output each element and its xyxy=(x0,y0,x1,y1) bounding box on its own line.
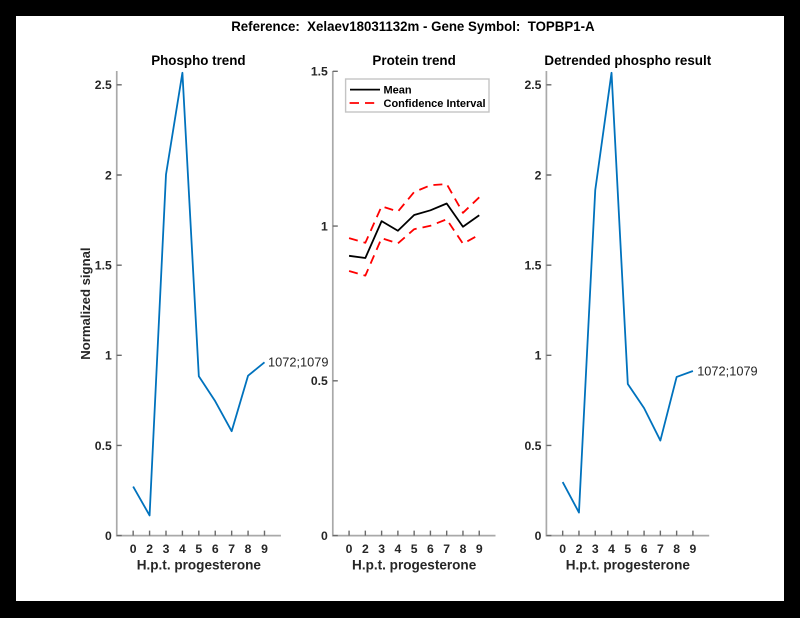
svg-text:1: 1 xyxy=(105,349,112,363)
svg-text:2: 2 xyxy=(105,168,112,182)
svg-text:0: 0 xyxy=(346,542,353,556)
svg-text:3: 3 xyxy=(378,542,385,556)
svg-text:Reference: Xelaev18031132m -: Reference: Xelaev18031132m - Gene Symbol… xyxy=(231,18,594,34)
svg-text:1.5: 1.5 xyxy=(524,258,541,272)
svg-text:1072;1079: 1072;1079 xyxy=(697,363,758,378)
svg-text:1072;1079: 1072;1079 xyxy=(268,355,329,370)
svg-text:Confidence Interval: Confidence Interval xyxy=(384,98,486,110)
svg-text:9: 9 xyxy=(261,542,268,556)
svg-text:0: 0 xyxy=(559,542,566,556)
svg-text:0.5: 0.5 xyxy=(95,439,112,453)
svg-text:2: 2 xyxy=(576,542,583,556)
svg-text:8: 8 xyxy=(673,542,680,556)
svg-text:7: 7 xyxy=(657,542,664,556)
svg-text:6: 6 xyxy=(641,542,648,556)
svg-text:6: 6 xyxy=(427,542,434,556)
svg-text:4: 4 xyxy=(608,542,615,556)
svg-text:1: 1 xyxy=(321,219,328,233)
svg-text:H.p.t. progesterone: H.p.t. progesterone xyxy=(137,558,262,573)
svg-text:5: 5 xyxy=(624,542,631,556)
svg-text:5: 5 xyxy=(411,542,418,556)
svg-text:1: 1 xyxy=(535,349,542,363)
svg-text:7: 7 xyxy=(443,542,450,556)
svg-text:8: 8 xyxy=(245,542,252,556)
svg-text:5: 5 xyxy=(195,542,202,556)
svg-text:0: 0 xyxy=(105,529,112,543)
svg-text:0.5: 0.5 xyxy=(524,439,541,453)
svg-text:2.5: 2.5 xyxy=(95,78,112,92)
svg-text:4: 4 xyxy=(179,542,186,556)
svg-text:7: 7 xyxy=(228,542,235,556)
svg-text:Protein trend: Protein trend xyxy=(372,53,455,68)
svg-text:3: 3 xyxy=(592,542,599,556)
svg-text:8: 8 xyxy=(460,542,467,556)
svg-text:9: 9 xyxy=(476,542,483,556)
svg-text:Normalized signal: Normalized signal xyxy=(78,247,93,359)
svg-text:2: 2 xyxy=(535,168,542,182)
svg-text:9: 9 xyxy=(690,542,697,556)
svg-text:0: 0 xyxy=(535,529,542,543)
svg-text:Detrended phospho result: Detrended phospho result xyxy=(544,53,711,68)
svg-text:0: 0 xyxy=(130,542,137,556)
svg-text:2.5: 2.5 xyxy=(524,78,541,92)
svg-text:2: 2 xyxy=(146,542,153,556)
svg-text:0: 0 xyxy=(321,529,328,543)
svg-text:H.p.t. progesterone: H.p.t. progesterone xyxy=(566,558,691,573)
svg-text:0.5: 0.5 xyxy=(311,374,328,388)
svg-text:1.5: 1.5 xyxy=(311,65,328,79)
svg-text:4: 4 xyxy=(394,542,401,556)
svg-text:2: 2 xyxy=(362,542,369,556)
svg-text:Phospho trend: Phospho trend xyxy=(151,53,245,68)
svg-text:H.p.t. progesterone: H.p.t. progesterone xyxy=(352,558,477,573)
svg-text:Mean: Mean xyxy=(384,84,412,96)
svg-text:6: 6 xyxy=(212,542,219,556)
svg-text:1.5: 1.5 xyxy=(95,258,112,272)
svg-text:3: 3 xyxy=(163,542,170,556)
